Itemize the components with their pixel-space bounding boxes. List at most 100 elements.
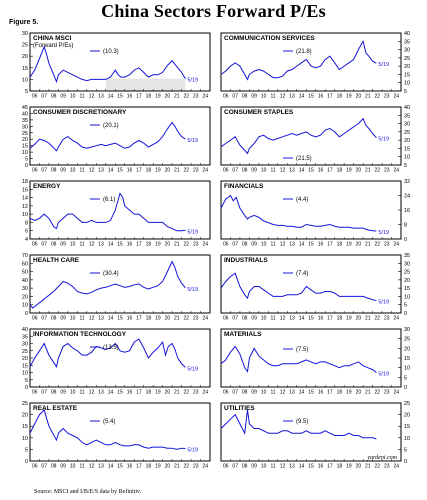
x-tick-label: 13 — [289, 390, 295, 396]
x-tick-label: 24 — [202, 168, 208, 174]
x-tick-label: 23 — [384, 168, 390, 174]
x-tick-label: 11 — [80, 242, 85, 248]
end-date-label: 5/19 — [378, 372, 389, 378]
x-tick-label: 15 — [117, 316, 123, 322]
x-tick-label: 08 — [51, 316, 57, 322]
x-tick-label: 16 — [127, 316, 133, 322]
x-tick-label: 12 — [280, 94, 286, 100]
end-date-label: 5/19 — [187, 287, 198, 293]
x-tick-label: 22 — [184, 242, 190, 248]
x-tick-label: 06 — [223, 390, 229, 396]
x-tick-label: 10 — [261, 316, 267, 322]
end-date-label: 5/19 — [378, 230, 389, 236]
x-tick-label: 07 — [41, 94, 47, 100]
x-tick-label: 06 — [32, 168, 38, 174]
y-tick-label: 5 — [25, 89, 28, 95]
chart-frame — [220, 32, 402, 92]
x-tick-label: 18 — [337, 390, 343, 396]
x-tick-label: 08 — [242, 168, 248, 174]
x-tick-label: 14 — [108, 94, 114, 100]
x-tick-label: 14 — [299, 94, 305, 100]
x-tick-label: 15 — [117, 94, 123, 100]
x-tick-label: 09 — [60, 242, 66, 248]
panel-title: CHINA MSCI — [33, 35, 72, 42]
y-tick-label: 30 — [404, 48, 410, 54]
x-tick-label: 15 — [308, 168, 314, 174]
x-tick-label: 22 — [184, 390, 190, 396]
x-tick-label: 21 — [174, 94, 180, 100]
x-tick-label: 13 — [98, 242, 104, 248]
y-tick-label: 15 — [22, 424, 28, 430]
x-tick-label: 24 — [393, 316, 399, 322]
x-tick-label: 07 — [232, 316, 238, 322]
source-note: Source: MSCI and I/B/E/S data by Refinit… — [34, 489, 142, 495]
x-tick-label: 13 — [98, 168, 104, 174]
series-line — [220, 345, 377, 373]
x-tick-label: 21 — [365, 316, 371, 322]
y-tick-label: 30 — [404, 327, 410, 333]
series-line — [29, 192, 186, 232]
y-tick-label: 15 — [404, 356, 410, 362]
end-date-label: 5/19 — [187, 78, 198, 84]
x-tick-label: 20 — [165, 390, 171, 396]
x-tick-label: 20 — [165, 316, 171, 322]
series-line — [220, 409, 377, 440]
y-tick-label: 20 — [22, 413, 28, 419]
y-tick-label: 35 — [404, 39, 410, 45]
x-tick-label: 23 — [384, 242, 390, 248]
y-tick-label: 35 — [22, 118, 28, 124]
y-tick-label: 5 — [25, 157, 28, 163]
x-tick-label: 19 — [155, 242, 161, 248]
x-tick-label: 22 — [375, 316, 381, 322]
legend-value: (6.1) — [103, 197, 115, 203]
x-tick-label: 17 — [136, 316, 142, 322]
x-tick-label: 18 — [146, 242, 152, 248]
legend-value: (21.8) — [296, 49, 312, 55]
x-tick-label: 19 — [346, 316, 352, 322]
x-tick-label: 18 — [146, 390, 152, 396]
y-tick-label: 0 — [404, 385, 407, 391]
x-tick-label: 13 — [98, 464, 104, 470]
y-tick-label: 8 — [404, 223, 407, 229]
x-tick-label: 19 — [346, 390, 352, 396]
x-tick-label: 22 — [184, 464, 190, 470]
x-tick-label: 06 — [223, 168, 229, 174]
x-tick-label: 07 — [41, 390, 47, 396]
x-tick-label: 19 — [346, 94, 352, 100]
x-tick-label: 21 — [365, 94, 371, 100]
y-tick-label: 25 — [22, 43, 28, 49]
x-tick-label: 17 — [327, 316, 333, 322]
x-tick-label: 10 — [261, 390, 267, 396]
y-tick-label: 16 — [22, 187, 28, 193]
panel-title: COMMUNICATION SERVICES — [224, 35, 315, 42]
x-tick-label: 19 — [155, 464, 161, 470]
x-tick-label: 18 — [146, 94, 152, 100]
x-tick-label: 11 — [80, 94, 85, 100]
x-tick-label: 18 — [146, 464, 152, 470]
series-line — [29, 409, 186, 450]
x-tick-label: 10 — [70, 316, 76, 322]
x-tick-label: 19 — [155, 390, 161, 396]
x-tick-label: 21 — [174, 242, 180, 248]
x-tick-label: 21 — [174, 168, 180, 174]
x-tick-label: 10 — [70, 94, 76, 100]
legend-value: (5.4) — [103, 419, 115, 425]
x-tick-label: 21 — [365, 242, 371, 248]
legend-value: (20.1) — [103, 123, 119, 129]
y-tick-label: 35 — [404, 253, 410, 259]
series-line — [220, 117, 377, 155]
x-tick-label: 08 — [51, 168, 57, 174]
x-tick-label: 15 — [308, 464, 314, 470]
y-tick-label: 5 — [404, 303, 407, 309]
legend-value: (4.4) — [296, 197, 308, 203]
series-line — [220, 194, 377, 232]
x-tick-label: 16 — [318, 242, 324, 248]
y-tick-label: 16 — [404, 208, 410, 214]
